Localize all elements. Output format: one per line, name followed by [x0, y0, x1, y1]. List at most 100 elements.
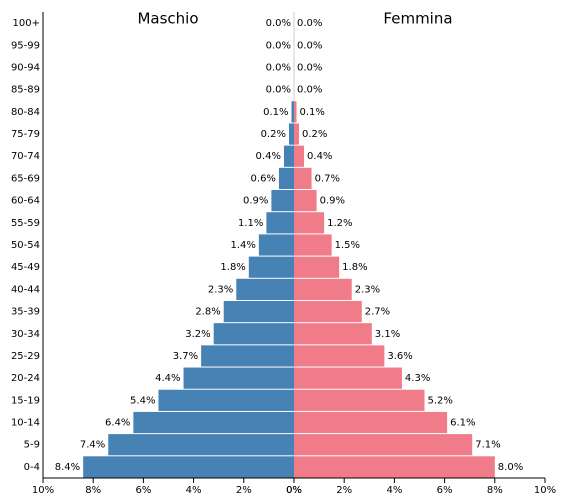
value-label: 1.2%	[327, 218, 352, 229]
x-tick-label: 10%	[534, 485, 556, 496]
value-label: 2.8%	[195, 307, 220, 318]
value-label: 0.0%	[266, 85, 291, 96]
bar	[183, 367, 294, 389]
x-tick-label: 0%	[286, 485, 302, 496]
y-tick-label: 65-69	[11, 173, 40, 184]
x-tick-label: 2%	[236, 485, 252, 496]
bar	[294, 367, 402, 389]
bar	[294, 323, 372, 345]
value-label: 0.0%	[266, 40, 291, 51]
series-name: Maschio	[137, 10, 198, 28]
bar	[294, 300, 362, 323]
value-label: 7.1%	[475, 440, 500, 451]
value-label: 3.7%	[173, 351, 198, 362]
bar	[271, 190, 294, 212]
value-label: 0.0%	[266, 18, 291, 29]
x-tick-label: 4%	[386, 485, 402, 496]
bar	[83, 456, 294, 478]
value-label: 0.4%	[307, 151, 332, 162]
y-tick-label: 5-9	[24, 440, 40, 451]
bar	[108, 434, 294, 456]
x-tick-label: 4%	[186, 485, 202, 496]
bar	[278, 167, 294, 190]
value-label: 8.4%	[55, 462, 80, 473]
value-label: 0.0%	[266, 62, 291, 73]
y-tick-label: 70-74	[11, 151, 40, 162]
value-label: 2.7%	[365, 307, 390, 318]
bar	[248, 256, 294, 278]
bar	[294, 434, 473, 456]
y-tick-label: 30-34	[11, 329, 40, 340]
y-tick-label: 55-59	[11, 218, 40, 229]
y-tick-label: 45-49	[11, 262, 40, 273]
x-tick-label: 6%	[437, 485, 453, 496]
bar	[294, 411, 448, 434]
bar	[283, 145, 294, 167]
value-label: 0.2%	[302, 129, 327, 140]
value-label: 3.1%	[375, 329, 400, 340]
y-tick-label: 75-79	[11, 129, 40, 140]
value-label: 0.6%	[251, 173, 276, 184]
value-label: 5.2%	[428, 395, 453, 406]
value-label: 3.2%	[185, 329, 210, 340]
bar	[258, 234, 294, 256]
value-label: 0.1%	[263, 107, 288, 118]
value-label: 0.9%	[243, 196, 268, 207]
value-label: 0.7%	[315, 173, 340, 184]
value-label: 6.1%	[450, 418, 475, 429]
value-label: 4.3%	[405, 373, 430, 384]
value-label: 5.4%	[130, 395, 155, 406]
value-label: 0.0%	[297, 40, 322, 51]
x-tick-label: 2%	[336, 485, 352, 496]
y-tick-label: 85-89	[11, 85, 40, 96]
value-label: 7.4%	[80, 440, 105, 451]
bar	[294, 145, 305, 167]
series-name: Femmina	[383, 10, 452, 28]
y-tick-label: 95-99	[11, 40, 40, 51]
x-tick-label: 8%	[85, 485, 101, 496]
y-tick-label: 20-24	[11, 373, 40, 384]
value-label: 0.2%	[261, 129, 286, 140]
bar	[288, 123, 294, 145]
bar	[201, 345, 294, 367]
value-label: 1.1%	[238, 218, 263, 229]
value-label: 0.0%	[297, 85, 322, 96]
bar	[133, 411, 294, 434]
bar	[266, 212, 294, 234]
y-tick-label: 90-94	[11, 62, 40, 73]
value-label: 0.0%	[297, 62, 322, 73]
value-label: 1.4%	[230, 240, 255, 251]
bar	[213, 323, 294, 345]
value-label: 2.3%	[208, 284, 233, 295]
value-label: 3.6%	[387, 351, 412, 362]
bar	[294, 256, 340, 278]
bar	[294, 389, 425, 411]
bar	[294, 190, 317, 212]
bar	[294, 456, 495, 478]
bar	[294, 212, 325, 234]
y-tick-label: 80-84	[11, 107, 40, 118]
bar	[294, 101, 297, 123]
bar	[294, 123, 300, 145]
y-tick-label: 25-29	[11, 351, 40, 362]
bar	[236, 278, 294, 300]
y-tick-label: 40-44	[11, 284, 40, 295]
y-tick-label: 60-64	[11, 196, 40, 207]
y-tick-label: 100+	[13, 18, 40, 29]
value-label: 0.4%	[256, 151, 281, 162]
value-label: 1.5%	[335, 240, 360, 251]
bar	[294, 234, 332, 256]
value-label: 4.4%	[155, 373, 180, 384]
value-label: 0.1%	[300, 107, 325, 118]
bar	[291, 101, 294, 123]
value-label: 6.4%	[105, 418, 130, 429]
x-tick-label: 0%	[286, 485, 302, 496]
bar	[223, 300, 294, 323]
value-label: 0.0%	[297, 18, 322, 29]
y-tick-label: 15-19	[11, 395, 40, 406]
y-tick-label: 50-54	[11, 240, 40, 251]
bar	[294, 278, 352, 300]
bar	[294, 345, 385, 367]
bar	[294, 167, 312, 190]
